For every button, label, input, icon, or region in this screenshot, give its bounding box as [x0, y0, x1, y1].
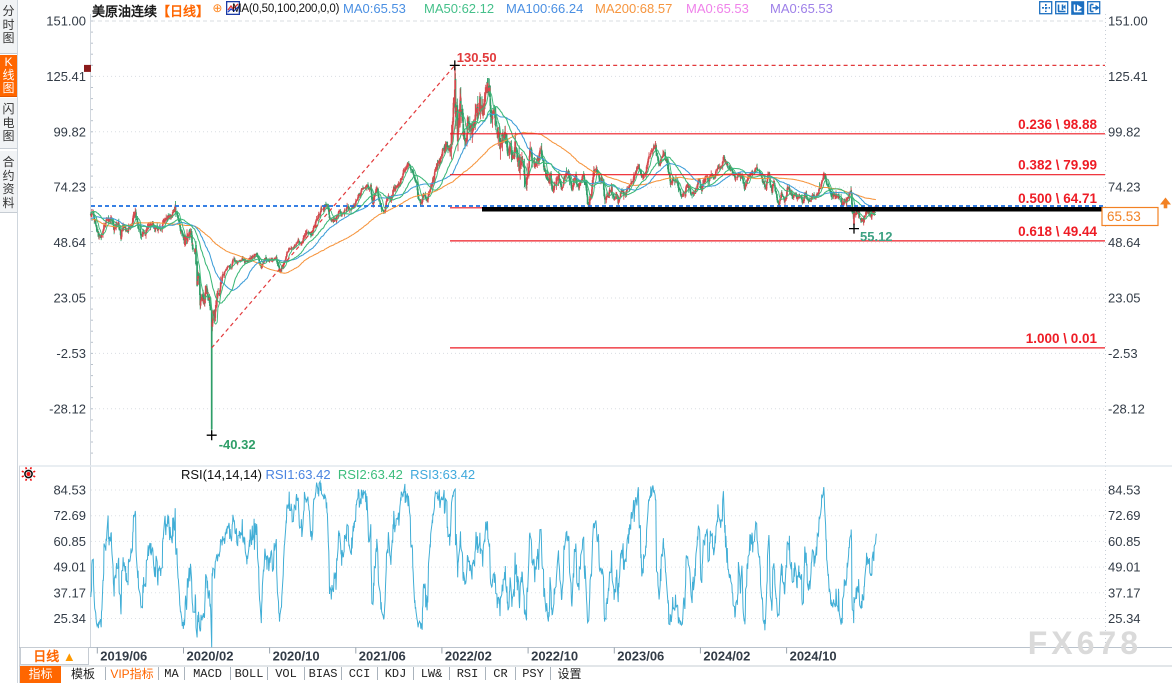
svg-text:0.500 \ 64.71: 0.500 \ 64.71 — [1018, 191, 1097, 206]
svg-text:25.34: 25.34 — [1108, 611, 1141, 626]
svg-text:2022/02: 2022/02 — [445, 649, 492, 664]
svg-text:130.50: 130.50 — [457, 50, 497, 65]
svg-text:2020/02: 2020/02 — [187, 649, 234, 664]
svg-text:72.69: 72.69 — [53, 508, 86, 523]
svg-text:65.53: 65.53 — [1107, 209, 1141, 224]
svg-text:60.85: 60.85 — [1108, 534, 1141, 549]
svg-text:1.000 \ 0.01: 1.000 \ 0.01 — [1026, 331, 1098, 346]
svg-text:0.236 \ 98.88: 0.236 \ 98.88 — [1018, 117, 1097, 132]
svg-text:55.12: 55.12 — [860, 229, 893, 244]
svg-text:-2.53: -2.53 — [1108, 346, 1138, 361]
svg-text:99.82: 99.82 — [53, 124, 86, 139]
svg-text:2021/06: 2021/06 — [359, 649, 406, 664]
svg-text:2022/10: 2022/10 — [531, 649, 578, 664]
svg-text:74.23: 74.23 — [53, 180, 86, 195]
svg-text:2020/10: 2020/10 — [273, 649, 320, 664]
svg-text:84.53: 84.53 — [53, 483, 86, 498]
svg-text:-40.32: -40.32 — [219, 437, 256, 452]
svg-text:125.41: 125.41 — [46, 69, 86, 84]
svg-text:84.53: 84.53 — [1108, 483, 1141, 498]
svg-text:23.05: 23.05 — [1108, 291, 1141, 306]
svg-text:2019/06: 2019/06 — [100, 649, 147, 664]
svg-text:2023/06: 2023/06 — [617, 649, 664, 664]
svg-text:37.17: 37.17 — [1108, 585, 1141, 600]
svg-text:49.01: 49.01 — [1108, 560, 1141, 575]
svg-text:2024/10: 2024/10 — [790, 649, 837, 664]
svg-text:49.01: 49.01 — [53, 560, 86, 575]
svg-text:48.64: 48.64 — [1108, 235, 1141, 250]
svg-text:72.69: 72.69 — [1108, 508, 1141, 523]
svg-text:74.23: 74.23 — [1108, 180, 1141, 195]
svg-text:0.618 \ 49.44: 0.618 \ 49.44 — [1018, 224, 1097, 239]
svg-text:-2.53: -2.53 — [56, 346, 86, 361]
svg-text:-28.12: -28.12 — [1108, 401, 1145, 416]
svg-text:23.05: 23.05 — [53, 291, 86, 306]
svg-text:60.85: 60.85 — [53, 534, 86, 549]
svg-text:48.64: 48.64 — [53, 235, 86, 250]
svg-text:125.41: 125.41 — [1108, 69, 1148, 84]
svg-text:2024/02: 2024/02 — [703, 649, 750, 664]
svg-text:25.34: 25.34 — [53, 611, 86, 626]
svg-text:-28.12: -28.12 — [49, 401, 86, 416]
svg-text:151.00: 151.00 — [46, 14, 86, 29]
svg-text:0.382 \ 79.99: 0.382 \ 79.99 — [1018, 158, 1097, 173]
svg-text:99.82: 99.82 — [1108, 124, 1141, 139]
svg-text:151.00: 151.00 — [1108, 14, 1148, 29]
svg-text:37.17: 37.17 — [53, 585, 86, 600]
